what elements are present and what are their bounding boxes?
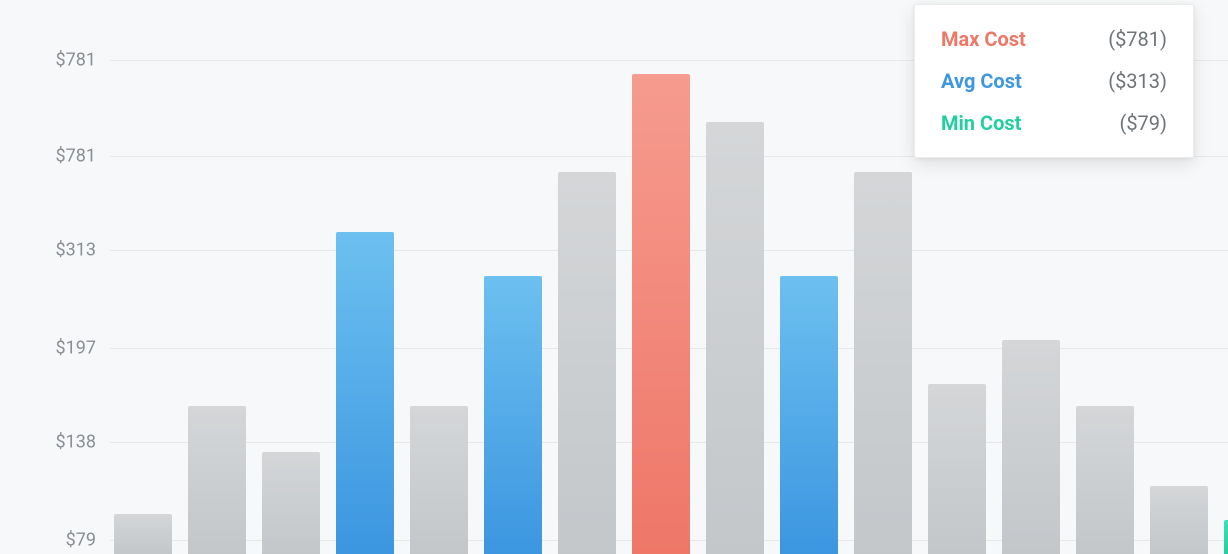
bar-14 <box>1076 406 1134 554</box>
bar-9 <box>706 122 764 554</box>
bar-3 <box>262 452 320 554</box>
bar-15 <box>1150 486 1208 554</box>
legend-tooltip: Max Cost ($781) Avg Cost ($313) Min Cost ($79… <box>914 4 1194 158</box>
bar-5 <box>410 406 468 554</box>
legend-label: Min Cost <box>941 111 1021 135</box>
y-tick-label: $781 <box>56 146 96 167</box>
legend-value: ($313) <box>1108 69 1167 93</box>
cost-bar-chart: $781 $781 $313 $197 $138 $79 Max Cost ($781) Av… <box>0 0 1228 554</box>
bar-4 <box>336 232 394 554</box>
bar-8 <box>632 74 690 554</box>
bar-7 <box>558 172 616 554</box>
legend-row: Avg Cost ($313) <box>941 69 1167 93</box>
y-tick-label: $197 <box>56 338 96 359</box>
y-tick-label: $79 <box>66 530 96 551</box>
bar-1 <box>114 514 172 554</box>
y-tick-label: $781 <box>56 50 96 71</box>
y-axis: $781 $781 $313 $197 $138 $79 <box>0 0 110 554</box>
bar-6 <box>484 276 542 554</box>
bar-2 <box>188 406 246 554</box>
bar-12 <box>928 384 986 554</box>
bar-11 <box>854 172 912 554</box>
bar-16 <box>1224 520 1228 554</box>
legend-row: Max Cost ($781) <box>941 27 1167 51</box>
y-tick-label: $138 <box>56 432 96 453</box>
legend-row: Min Cost ($79) <box>941 111 1167 135</box>
bar-10 <box>780 276 838 554</box>
legend-label: Avg Cost <box>941 69 1022 93</box>
bar-13 <box>1002 340 1060 554</box>
legend-value: ($781) <box>1108 27 1167 51</box>
legend-value: ($79) <box>1119 111 1167 135</box>
y-tick-label: $313 <box>56 240 96 261</box>
legend-label: Max Cost <box>941 27 1026 51</box>
